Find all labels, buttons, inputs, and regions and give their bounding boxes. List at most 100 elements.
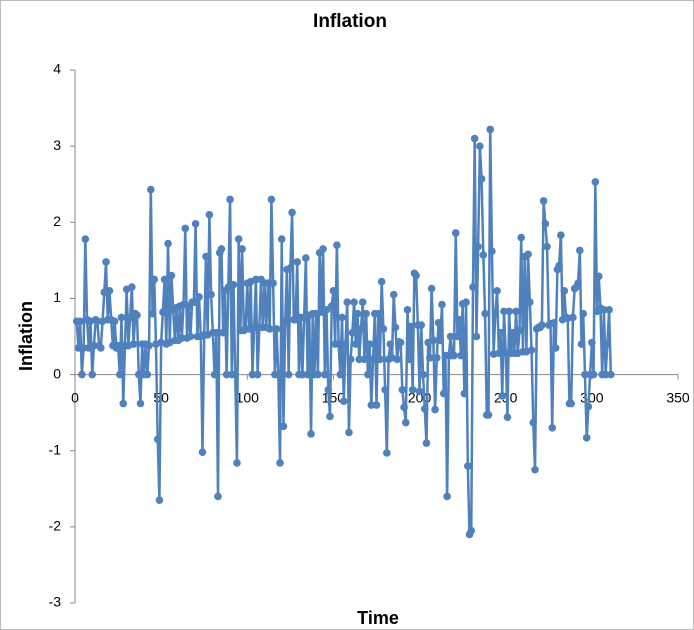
point [348, 328, 357, 337]
point [303, 370, 312, 379]
point [396, 338, 405, 347]
point [479, 251, 488, 259]
point [438, 300, 446, 309]
point [369, 355, 377, 364]
point [105, 287, 114, 295]
point [491, 308, 500, 316]
point [186, 332, 195, 341]
point [205, 210, 214, 219]
point [574, 279, 582, 288]
y-tick-label: 4 [53, 61, 61, 77]
point [512, 307, 520, 316]
point [233, 459, 241, 467]
point [486, 125, 495, 134]
point [383, 449, 391, 457]
point [136, 399, 145, 408]
point [181, 224, 190, 233]
point [376, 355, 384, 364]
point [202, 252, 210, 261]
point [443, 492, 451, 501]
point [439, 389, 448, 398]
point [76, 317, 84, 326]
point [526, 298, 534, 307]
y-tick-label: 0 [53, 365, 61, 381]
point [234, 235, 243, 243]
point [393, 355, 401, 364]
point [429, 336, 438, 345]
point [214, 492, 222, 501]
point [338, 313, 346, 322]
point [417, 321, 426, 329]
point [381, 386, 389, 394]
point [226, 195, 234, 204]
point [548, 424, 557, 432]
point [379, 325, 388, 333]
point [324, 386, 333, 394]
point [603, 340, 612, 348]
point [276, 459, 284, 467]
point [543, 242, 551, 251]
point [210, 370, 219, 379]
point [493, 287, 501, 295]
point [405, 355, 414, 364]
point [557, 231, 565, 240]
point [357, 325, 365, 333]
point [114, 341, 122, 350]
point [217, 245, 226, 253]
point [472, 332, 481, 341]
point [538, 321, 546, 329]
point [143, 370, 152, 379]
point [119, 399, 128, 408]
point [455, 315, 463, 324]
point [446, 332, 455, 341]
point [341, 340, 350, 348]
point [427, 284, 436, 293]
point [588, 338, 596, 347]
y-tick-label: -2 [49, 518, 62, 534]
point [345, 428, 353, 437]
point [78, 370, 86, 379]
point [605, 306, 613, 314]
point [589, 370, 598, 379]
y-tick-label: 2 [53, 213, 61, 229]
point [326, 412, 334, 421]
x-tick-label: 0 [71, 389, 79, 405]
point [398, 386, 407, 394]
point [231, 370, 240, 379]
x-tick-label: 100 [236, 389, 260, 405]
point [470, 134, 479, 143]
point [457, 351, 465, 360]
point [88, 370, 97, 379]
point [495, 349, 503, 358]
point [407, 322, 415, 331]
point [212, 328, 221, 337]
point [133, 311, 141, 319]
point [160, 275, 169, 284]
point [362, 309, 370, 318]
point [167, 271, 176, 280]
point [277, 235, 286, 243]
y-tick-label: -3 [49, 594, 62, 610]
point [148, 309, 157, 318]
point [408, 386, 417, 394]
point [272, 325, 281, 333]
point [229, 280, 238, 289]
point [591, 178, 600, 186]
point [190, 298, 198, 307]
y-axis-title: Inflation [16, 301, 36, 371]
point [145, 341, 153, 350]
point [281, 317, 289, 326]
point [286, 264, 295, 272]
point [460, 389, 469, 398]
point [377, 277, 386, 286]
point [288, 208, 296, 217]
point [336, 370, 345, 379]
point [582, 433, 591, 442]
point [453, 332, 462, 341]
point [219, 328, 227, 337]
point [346, 355, 355, 364]
point [401, 418, 410, 427]
point [159, 308, 167, 316]
point [329, 287, 338, 295]
